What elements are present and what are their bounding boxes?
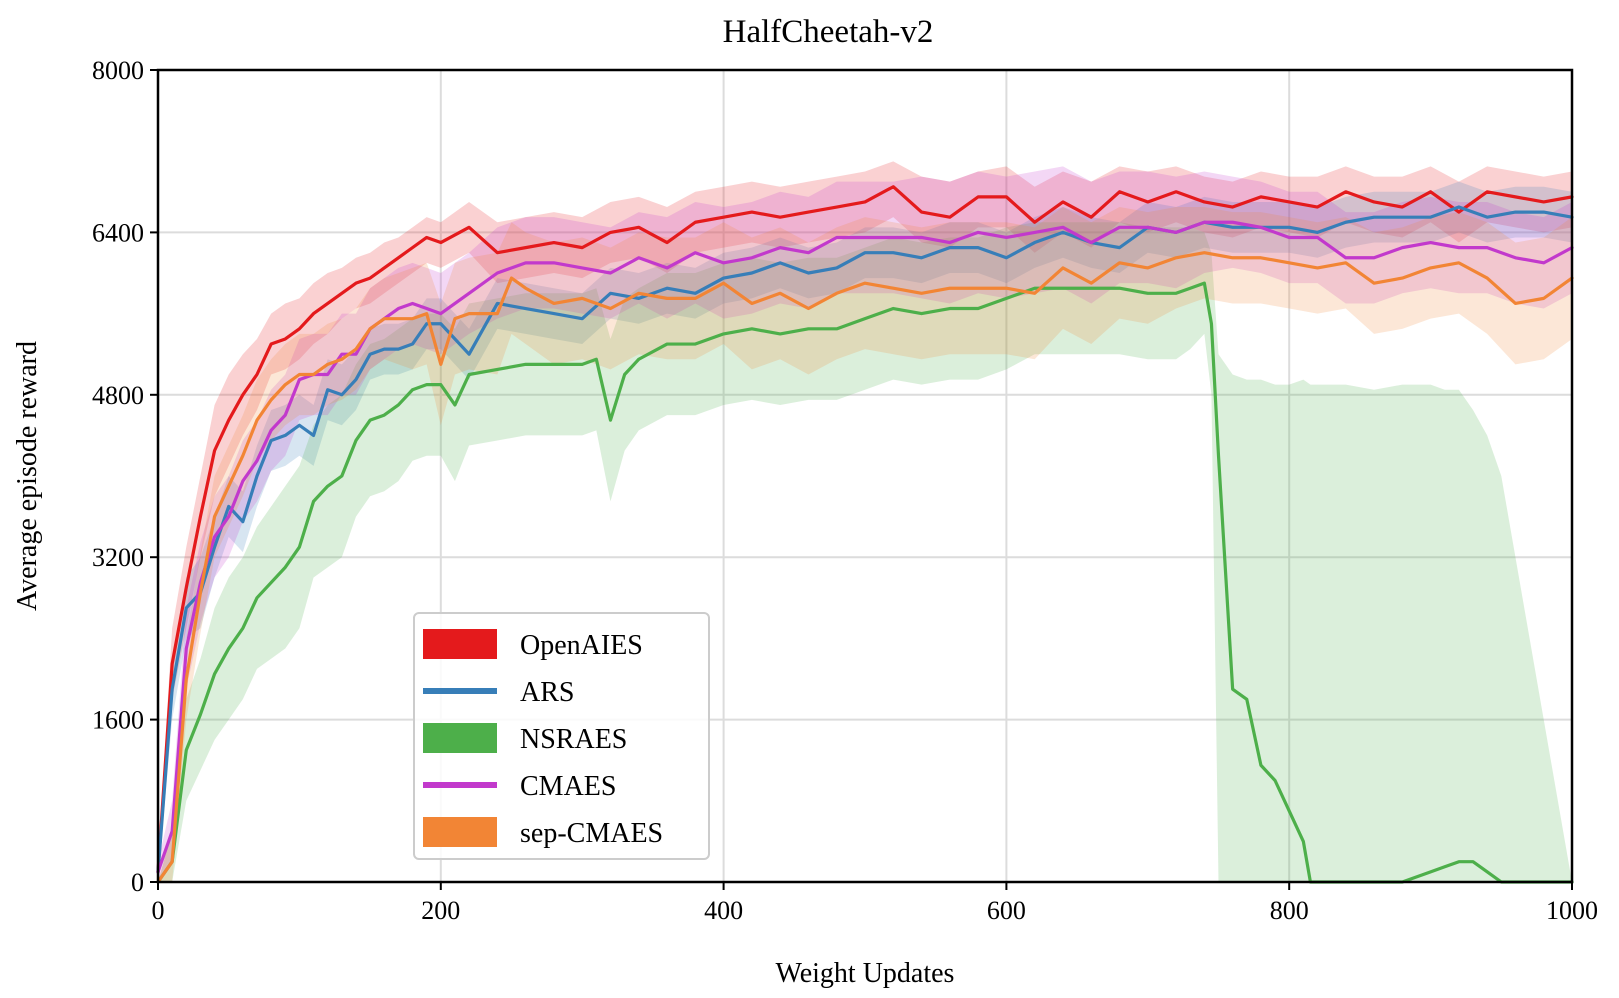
y-tick-label: 1600 bbox=[92, 706, 144, 735]
y-tick-label: 3200 bbox=[92, 543, 144, 572]
x-tick-label: 600 bbox=[987, 896, 1026, 925]
confidence-bands bbox=[158, 161, 1572, 883]
x-tick-label: 1000 bbox=[1546, 896, 1598, 925]
x-tick-label: 0 bbox=[152, 896, 165, 925]
y-tick-label: 6400 bbox=[92, 218, 144, 247]
x-tick-label: 200 bbox=[421, 896, 460, 925]
y-tick-label: 0 bbox=[131, 868, 144, 897]
sep-cmaes-legend-swatch bbox=[423, 817, 497, 847]
x-axis-label: Weight Updates bbox=[776, 958, 955, 989]
x-tick-label: 400 bbox=[704, 896, 743, 925]
series-lines bbox=[156, 185, 1574, 884]
openaies-legend-label: OpenAIES bbox=[520, 630, 643, 661]
cmaes-band bbox=[158, 166, 1572, 883]
nsraes-legend-label: NSRAES bbox=[520, 724, 627, 755]
legend-box bbox=[413, 612, 710, 860]
x-tick-label: 800 bbox=[1270, 896, 1309, 925]
nsraes-legend-swatch bbox=[423, 723, 497, 753]
nsraes-line bbox=[156, 281, 1574, 884]
ars-line bbox=[156, 205, 1574, 874]
y-tick-label: 4800 bbox=[92, 381, 144, 410]
legend: OpenAIES ARS NSRAES CMAES sep-CMAES bbox=[413, 612, 710, 860]
cmaes-line bbox=[156, 220, 1574, 874]
y-tick-label: 8000 bbox=[92, 56, 144, 85]
grid bbox=[158, 70, 1572, 882]
plot-frame bbox=[156, 68, 1574, 884]
openaies-legend-swatch bbox=[423, 629, 497, 659]
y-axis-label: Average episode reward bbox=[12, 341, 43, 611]
y-axis-ticks: 0 1600 3200 4800 6400 8000 bbox=[92, 56, 158, 897]
openaies-line bbox=[156, 185, 1574, 874]
sep-cmaes-line bbox=[156, 251, 1574, 884]
ars-legend-label: ARS bbox=[520, 677, 574, 708]
chart-title: HalfCheetah-v2 bbox=[723, 14, 934, 50]
cmaes-legend-label: CMAES bbox=[520, 771, 616, 802]
x-axis-ticks: 0 200 400 600 800 1000 bbox=[152, 882, 1598, 925]
sep-cmaes-band bbox=[158, 207, 1572, 882]
sep-cmaes-legend-label: sep-CMAES bbox=[520, 818, 663, 849]
nsraes-band bbox=[158, 222, 1572, 882]
